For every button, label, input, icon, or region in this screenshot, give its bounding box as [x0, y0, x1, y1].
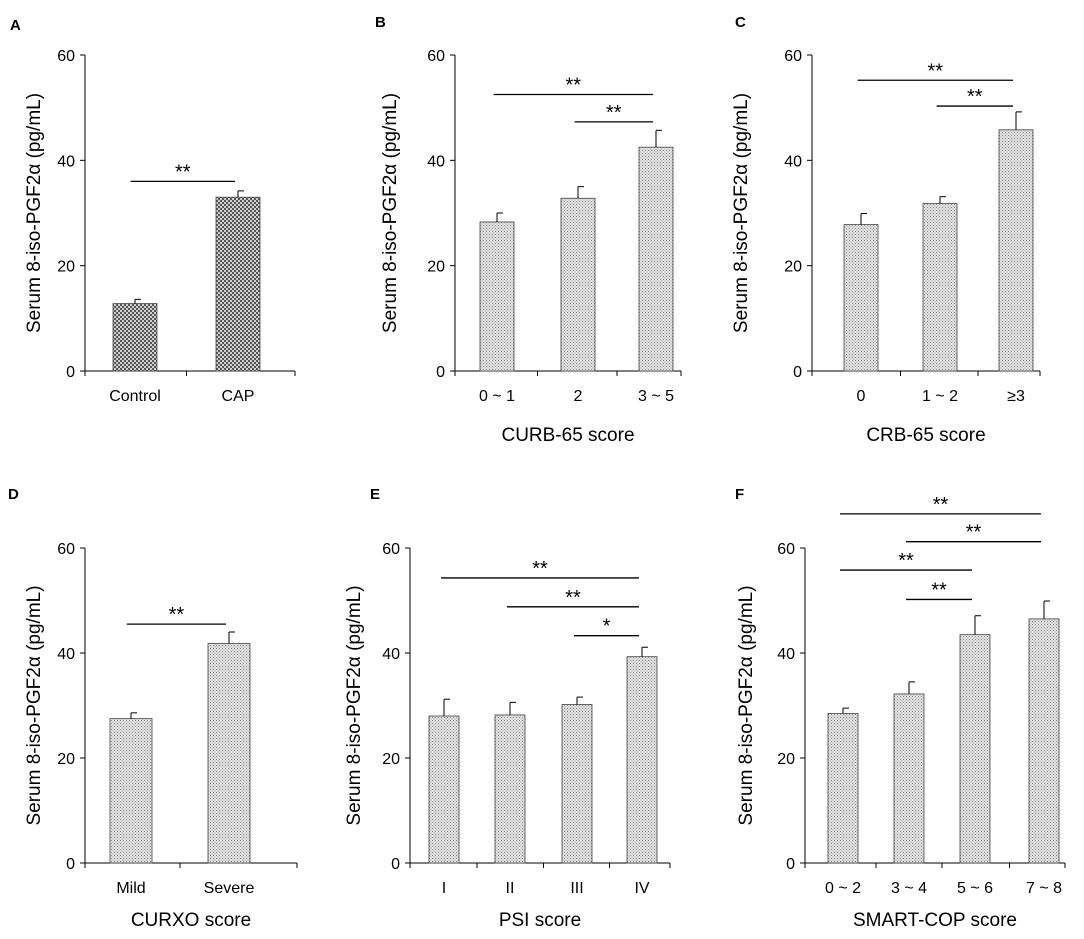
y-tick-label-B: 60 [427, 48, 445, 65]
bar-D-0 [109, 718, 153, 864]
y-axis-title-B: Serum 8-iso-PGF2α (pg/mL) [380, 93, 401, 333]
significance-label-C-0: ** [928, 60, 944, 82]
category-label-F: 7 ~ 8 [1026, 880, 1062, 897]
panel-letter-D: D [8, 486, 19, 503]
bar-B-1 [560, 197, 596, 372]
y-tick-label-D: 20 [57, 751, 75, 768]
bar-F-2 [959, 634, 991, 864]
y-tick-label-A: 40 [57, 153, 75, 170]
y-axis-title-C: Serum 8-iso-PGF2α (pg/mL) [731, 93, 752, 333]
significance-label-B-1: ** [606, 102, 622, 124]
bar-E-0 [428, 715, 460, 864]
significance-label-F-3: ** [931, 579, 947, 601]
significance-label-A-0: ** [175, 161, 191, 183]
category-label-A: CAP [222, 388, 255, 405]
y-tick-label-F: 40 [777, 646, 795, 663]
panel-letter-B: B [375, 14, 386, 31]
category-label-F: 3 ~ 4 [891, 880, 927, 897]
category-label-B: 3 ~ 5 [638, 388, 674, 405]
y-tick-label-B: 0 [436, 364, 445, 381]
y-tick-label-D: 60 [57, 541, 75, 558]
x-axis-title-E: PSI score [499, 910, 581, 931]
bar-C-0 [843, 224, 879, 372]
bar-F-1 [893, 693, 925, 864]
category-label-F: 0 ~ 2 [825, 880, 861, 897]
category-label-E: IV [634, 880, 649, 897]
panel-letter-A: A [10, 17, 21, 34]
category-label-C: 0 [857, 388, 866, 405]
bar-F-0 [827, 712, 859, 864]
category-label-A: Control [109, 388, 161, 405]
y-tick-label-E: 40 [382, 646, 400, 663]
category-label-E: III [570, 880, 583, 897]
category-label-C: 1 ~ 2 [922, 388, 958, 405]
bar-A-0 [112, 303, 158, 372]
category-label-E: II [506, 880, 515, 897]
significance-label-B-0: ** [566, 75, 582, 97]
bar-D-1 [207, 643, 251, 864]
bar-E-3 [626, 656, 658, 864]
category-label-D: Mild [116, 880, 145, 897]
y-axis-title-D: Serum 8-iso-PGF2α (pg/mL) [24, 585, 45, 825]
bar-B-2 [638, 146, 674, 372]
panel-letter-E: E [370, 486, 380, 503]
y-axis-title-A: Serum 8-iso-PGF2α (pg/mL) [24, 93, 45, 333]
y-tick-label-E: 60 [382, 541, 400, 558]
bar-C-1 [922, 203, 958, 372]
panel-letter-C: C [735, 14, 746, 31]
y-tick-label-A: 60 [57, 48, 75, 65]
category-label-D: Severe [204, 880, 255, 897]
significance-label-E-0: ** [532, 558, 548, 580]
x-axis-title-C: CRB-65 score [866, 425, 985, 446]
significance-label-F-1: ** [966, 522, 982, 544]
bar-E-1 [494, 714, 526, 864]
y-tick-label-D: 0 [66, 856, 75, 873]
x-axis-title-F: SMART-COP score [853, 910, 1017, 931]
category-label-B: 2 [574, 388, 583, 405]
y-tick-label-A: 20 [57, 259, 75, 276]
y-axis-title-F: Serum 8-iso-PGF2α (pg/mL) [736, 585, 757, 825]
y-tick-label-C: 40 [784, 153, 802, 170]
y-tick-label-F: 0 [786, 856, 795, 873]
category-label-F: 5 ~ 6 [957, 880, 993, 897]
category-label-C: ≥3 [1007, 388, 1025, 405]
panel-letter-F: F [735, 486, 744, 503]
significance-label-F-0: ** [933, 494, 949, 516]
bar-F-3 [1028, 618, 1060, 864]
bar-A-1 [215, 196, 261, 372]
x-axis-title-B: CURB-65 score [501, 425, 634, 446]
y-tick-label-C: 0 [793, 364, 802, 381]
significance-label-E-2: * [603, 616, 611, 638]
y-tick-label-E: 0 [391, 856, 400, 873]
category-label-E: I [442, 880, 446, 897]
x-axis-title-D: CURXO score [131, 910, 251, 931]
y-tick-label-A: 0 [66, 364, 75, 381]
y-axis-title-E: Serum 8-iso-PGF2α (pg/mL) [344, 585, 365, 825]
y-tick-label-C: 60 [784, 48, 802, 65]
significance-label-D-0: ** [169, 604, 185, 626]
bar-E-2 [561, 704, 593, 864]
significance-label-F-2: ** [898, 550, 914, 572]
significance-label-E-1: ** [565, 587, 581, 609]
y-tick-label-B: 40 [427, 153, 445, 170]
y-tick-label-E: 20 [382, 751, 400, 768]
y-tick-label-C: 20 [784, 259, 802, 276]
y-tick-label-F: 20 [777, 751, 795, 768]
bar-C-2 [998, 129, 1034, 372]
category-label-B: 0 ~ 1 [479, 388, 515, 405]
bar-B-0 [479, 221, 515, 372]
y-tick-label-B: 20 [427, 259, 445, 276]
y-tick-label-F: 60 [777, 541, 795, 558]
y-tick-label-D: 40 [57, 646, 75, 663]
significance-label-C-1: ** [967, 86, 983, 108]
